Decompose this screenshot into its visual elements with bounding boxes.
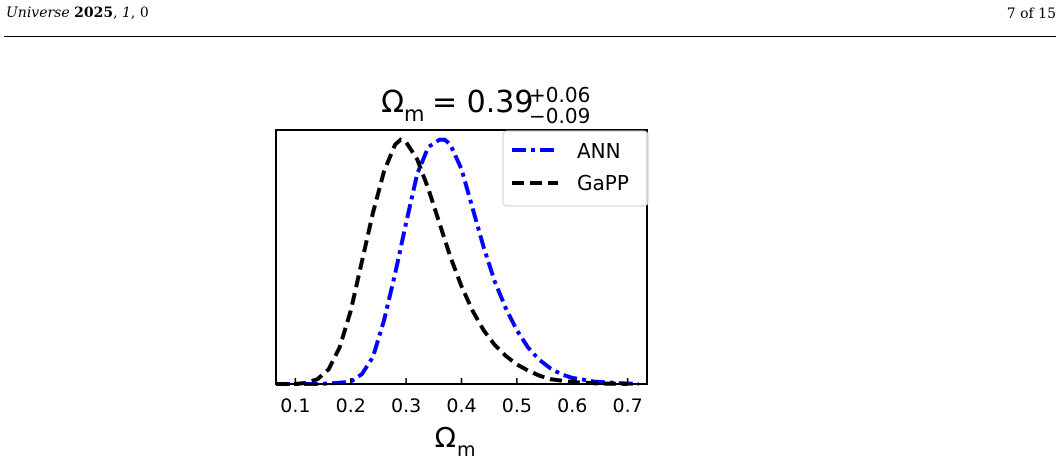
chart-title-upper: +0.06 [529, 83, 590, 107]
chart-title-subscript: m [404, 102, 424, 126]
chart-title-value: = 0.39 [432, 85, 533, 120]
x-tick-label: 0.5 [502, 395, 532, 417]
page-number: 7 of 15 [1006, 6, 1056, 22]
series-line-ann [276, 137, 639, 386]
journal-year: 2025 [74, 5, 114, 21]
x-tick-label: 0.6 [557, 395, 587, 417]
journal-name: Universe [6, 5, 70, 21]
legend-box [502, 130, 649, 207]
running-header: Universe 2025, 1, 0 [6, 5, 149, 21]
article-number: 0 [139, 5, 149, 21]
x-tick-label: 0.2 [336, 395, 366, 417]
x-tick-label: 0.7 [613, 395, 643, 417]
series-line-gapp [276, 137, 628, 386]
plot-frame [275, 129, 648, 385]
x-tick-label: 0.3 [391, 395, 421, 417]
x-axis-ticks: 0.1 0.2 0.3 0.4 0.5 0.6 0.7 [280, 378, 643, 417]
journal-volume: 1 [121, 5, 131, 21]
x-axis-label-subscript: m [457, 439, 476, 461]
x-axis-label-symbol: Ω [435, 421, 456, 454]
header-divider [4, 36, 1056, 37]
series-layer [276, 137, 639, 386]
legend-label-ann: ANN [577, 139, 621, 163]
chart-title-lower: −0.09 [529, 104, 590, 128]
chart-title-symbol: Ω [381, 85, 404, 120]
legend-label-gapp: GaPP [577, 171, 629, 195]
x-tick-label: 0.1 [280, 395, 310, 417]
x-tick-label: 0.4 [446, 395, 476, 417]
legend: ANN GaPP [502, 130, 649, 207]
